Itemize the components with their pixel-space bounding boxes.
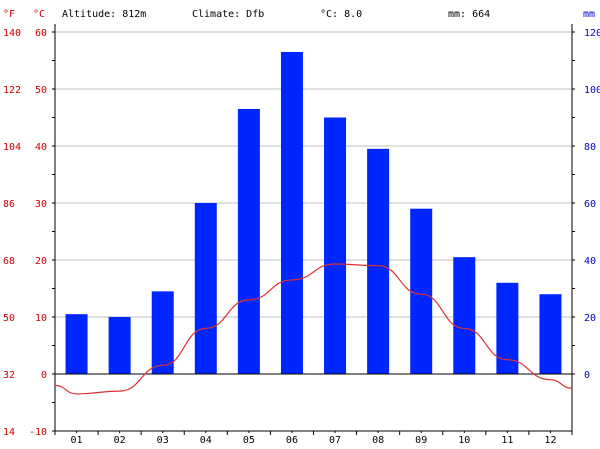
- mm-tick-label: 20: [584, 313, 596, 324]
- precipitation-label: mm: 664: [448, 9, 490, 20]
- celsius-tick-label: 10: [35, 313, 47, 324]
- mm-tick-label: 40: [584, 256, 596, 267]
- gridlines: [55, 31, 572, 318]
- fahrenheit-tick-label: 14: [3, 427, 15, 438]
- tick-labels: 14012210486685032146050403020100-1012010…: [3, 28, 600, 446]
- celsius-tick-label: 30: [35, 199, 47, 210]
- precipitation-bar: [151, 291, 174, 374]
- precipitation-bar: [324, 117, 347, 374]
- temperature-line: [54, 263, 573, 395]
- fahrenheit-tick-label: 140: [3, 28, 21, 39]
- fahrenheit-tick-label: 104: [3, 142, 21, 153]
- temperature-line-group: [54, 263, 573, 395]
- month-tick-label: 10: [458, 435, 470, 446]
- mm-tick-label: 80: [584, 142, 596, 153]
- temperature-label: °C: 8.0: [320, 9, 362, 20]
- fahrenheit-tick-label: 68: [3, 256, 15, 267]
- altitude-label: Altitude: 812m: [62, 9, 146, 20]
- celsius-tick-label: 40: [35, 142, 47, 153]
- celsius-tick-label: 60: [35, 28, 47, 39]
- month-tick-label: 08: [372, 435, 384, 446]
- celsius-tick-label: 20: [35, 256, 47, 267]
- axes: [52, 24, 575, 435]
- month-tick-label: 11: [501, 435, 513, 446]
- month-tick-label: 03: [157, 435, 169, 446]
- precipitation-bar: [237, 108, 260, 374]
- month-tick-label: 01: [71, 435, 83, 446]
- precipitation-bar: [410, 208, 433, 374]
- precipitation-bar: [367, 148, 390, 374]
- precipitation-bar: [108, 317, 131, 374]
- month-tick-label: 04: [200, 435, 212, 446]
- mm-tick-label: 120: [584, 28, 600, 39]
- precipitation-bar: [280, 51, 303, 374]
- mm-tick-label: 100: [584, 85, 600, 96]
- celsius-tick-label: 0: [41, 370, 47, 381]
- climate-label: Climate: Dfb: [192, 9, 264, 20]
- month-tick-label: 09: [415, 435, 427, 446]
- fahrenheit-tick-label: 32: [3, 370, 15, 381]
- month-tick-label: 02: [114, 435, 126, 446]
- month-tick-label: 07: [329, 435, 341, 446]
- mm-tick-label: 0: [584, 370, 590, 381]
- precipitation-bar: [65, 314, 88, 374]
- fahrenheit-tick-label: 50: [3, 313, 15, 324]
- precipitation-bars: [65, 51, 562, 374]
- celsius-unit-label: °C: [33, 9, 45, 20]
- precipitation-bar: [194, 203, 217, 374]
- fahrenheit-tick-label: 122: [3, 85, 21, 96]
- fahrenheit-tick-label: 86: [3, 199, 15, 210]
- mm-tick-label: 60: [584, 199, 596, 210]
- precipitation-bar: [539, 294, 562, 374]
- month-tick-label: 05: [243, 435, 255, 446]
- mm-unit-label: mm: [583, 9, 595, 20]
- celsius-tick-label: 50: [35, 85, 47, 96]
- precipitation-bar: [496, 282, 519, 374]
- month-tick-label: 12: [544, 435, 556, 446]
- precipitation-bar: [453, 257, 476, 374]
- fahrenheit-unit-label: °F: [3, 9, 15, 20]
- month-tick-label: 06: [286, 435, 298, 446]
- celsius-tick-label: -10: [29, 427, 47, 438]
